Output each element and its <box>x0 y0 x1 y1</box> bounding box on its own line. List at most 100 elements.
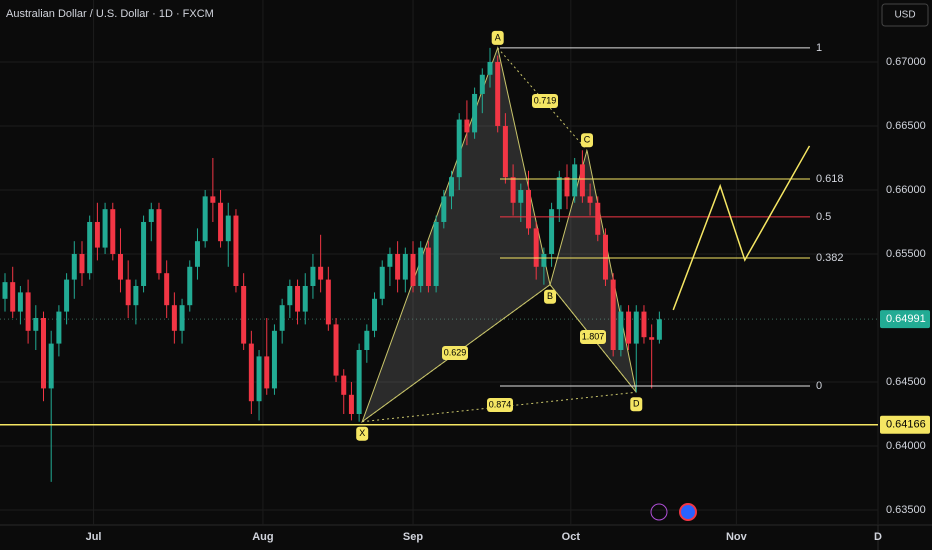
currency[interactable]: USD <box>894 10 915 21</box>
x-tick-label: Oct <box>562 531 581 543</box>
overlay: 1 0.618 0.5 0.382 0 X A B C D 0.719 0.629 0.874 1.807 <box>0 30 878 441</box>
point-label: D <box>633 399 640 409</box>
candle-body <box>348 394 354 415</box>
candle-body <box>171 305 177 331</box>
candle-body <box>502 125 508 178</box>
point-label: X <box>359 428 365 438</box>
ratio-line <box>362 391 637 423</box>
grid <box>0 0 879 525</box>
point-label: B <box>547 291 553 301</box>
candle-body <box>233 215 239 286</box>
candle-body <box>310 266 316 286</box>
candle-body <box>618 311 624 350</box>
candle-body <box>271 330 277 389</box>
fib-label: 0 <box>816 380 822 392</box>
fib-label: 0.5 <box>816 211 831 223</box>
candle-body <box>395 253 401 280</box>
candle-body <box>295 285 301 312</box>
candle-body <box>364 330 370 350</box>
ratio-box <box>532 94 558 108</box>
candle-body <box>56 311 62 344</box>
ratio-box <box>580 330 606 344</box>
candle-body <box>372 298 378 331</box>
candle-body <box>33 317 39 331</box>
candle-body <box>464 119 470 133</box>
candle-body <box>633 311 639 344</box>
candle-body <box>510 177 516 203</box>
x-tick-label: Jul <box>86 531 102 543</box>
candle-body <box>71 253 77 280</box>
candle-body <box>225 215 231 242</box>
candle-body <box>64 279 70 312</box>
candle-body <box>302 285 308 312</box>
candle-body <box>472 93 478 133</box>
projection-path <box>672 145 811 311</box>
candle-body <box>495 61 501 126</box>
y-tick-label: 0.66000 <box>886 184 926 196</box>
x-tick-label: D <box>874 531 882 543</box>
candle-body <box>48 343 54 389</box>
candle-body <box>318 266 324 280</box>
point-marker <box>544 289 557 304</box>
ratio-label: 0.629 <box>444 347 467 357</box>
x-tick-label: Nov <box>726 531 748 543</box>
y-tick-label: 0.65500 <box>886 248 926 260</box>
candle-body <box>125 279 131 306</box>
candle-body <box>587 196 593 203</box>
candle-body <box>602 234 608 280</box>
y-tick-label: 0.63500 <box>886 504 926 516</box>
candle-body <box>656 319 662 340</box>
candle-body <box>256 356 262 402</box>
candle-body <box>248 343 254 402</box>
candle-body <box>418 247 424 286</box>
candle-body <box>179 305 185 331</box>
candle-body <box>110 209 116 254</box>
candle-body <box>287 285 293 306</box>
candle-body <box>525 189 531 229</box>
candle-body <box>156 209 162 274</box>
chart-title: Australian Dollar / U.S. Dollar · 1D · F… <box>6 8 214 20</box>
ratio-box <box>487 398 513 412</box>
candle-body <box>218 202 224 242</box>
candle-body <box>94 221 100 248</box>
price-tag-label: 0.64166 <box>886 419 926 431</box>
y-tick-label: 0.64000 <box>886 440 926 452</box>
candle-body <box>649 337 655 340</box>
candle-body <box>194 241 200 267</box>
price-tag <box>880 415 930 434</box>
candle-body <box>117 253 123 280</box>
currency-button[interactable] <box>881 3 929 27</box>
candle-body <box>40 317 46 389</box>
ratio-box <box>442 346 468 360</box>
candle-body <box>202 196 208 242</box>
candle-body <box>533 228 539 267</box>
candle-body <box>595 202 601 235</box>
x-tick-label: Aug <box>252 531 273 543</box>
candle-body <box>641 311 647 338</box>
candle-body <box>541 253 547 267</box>
candle-body <box>572 164 578 197</box>
candle-body <box>341 375 347 395</box>
candle-body <box>487 61 493 75</box>
event-icon[interactable] <box>650 503 668 521</box>
candle-body <box>579 164 585 197</box>
candle-body <box>187 266 193 306</box>
fib-label: 0.382 <box>816 252 844 264</box>
candle-body <box>279 305 285 331</box>
candle-body <box>25 292 31 331</box>
flag-icon[interactable] <box>679 503 697 521</box>
candle-body <box>549 209 555 254</box>
candle-body <box>518 189 524 203</box>
y-tick-label: 0.67000 <box>886 56 926 68</box>
point-marker <box>356 426 369 441</box>
candle-body <box>441 196 447 222</box>
point-label: A <box>495 32 501 42</box>
candle-body <box>17 292 23 312</box>
candle-body <box>102 209 108 248</box>
ratio-label: 1.807 <box>582 331 605 341</box>
price-tag <box>880 310 930 329</box>
candles <box>2 47 662 482</box>
candle-body <box>333 324 339 376</box>
